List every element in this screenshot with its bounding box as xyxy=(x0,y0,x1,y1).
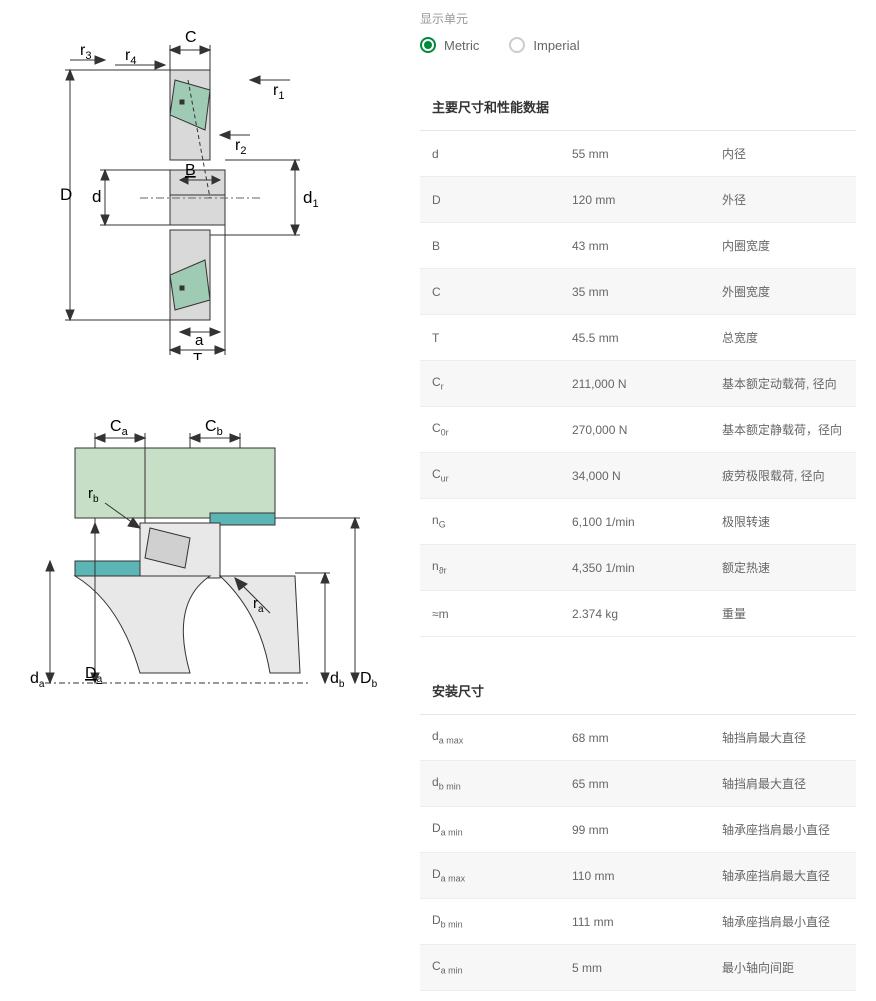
row-value: 120 mm xyxy=(572,193,722,207)
row-symbol: D xyxy=(432,193,572,207)
row-value: 2.374 kg xyxy=(572,607,722,621)
table-row: d55 mm内径 xyxy=(420,131,856,177)
section-main-dimensions: 主要尺寸和性能数据 d55 mm内径D120 mm外径B43 mm内圈宽度C35… xyxy=(420,83,856,637)
label-Cb: Cb xyxy=(205,418,223,438)
row-symbol: nG xyxy=(432,513,572,529)
table-row: Da max110 mm轴承座挡肩最大直径 xyxy=(420,853,856,899)
row-desc: 额定热速 xyxy=(722,559,844,576)
row-desc: 内圈宽度 xyxy=(722,237,844,254)
label-B: B xyxy=(185,162,196,179)
row-value: 65 mm xyxy=(572,777,722,791)
row-desc: 轴挡肩最大直径 xyxy=(722,775,844,792)
table-row: da max68 mm轴挡肩最大直径 xyxy=(420,715,856,761)
table-row: ≈m2.374 kg重量 xyxy=(420,591,856,637)
row-desc: 重量 xyxy=(722,605,844,622)
label-D: D xyxy=(60,185,72,204)
label-C: C xyxy=(185,29,197,46)
table-row: D120 mm外径 xyxy=(420,177,856,223)
row-desc: 基本额定静载荷，径向 xyxy=(722,421,844,438)
label-a: a xyxy=(195,332,204,349)
row-value: 45.5 mm xyxy=(572,331,722,345)
row-value: 110 mm xyxy=(572,869,722,883)
radio-metric[interactable]: Metric xyxy=(420,37,479,53)
table-row: nϑr4,350 1/min额定热速 xyxy=(420,545,856,591)
row-value: 6,100 1/min xyxy=(572,515,722,529)
diagram-cross-section: r3 r4 C r1 r2 D d B d1 a T xyxy=(10,20,390,363)
row-value: 5 mm xyxy=(572,961,722,975)
radio-selected-icon xyxy=(420,37,436,53)
row-value: 34,000 N xyxy=(572,469,722,483)
row-value: 68 mm xyxy=(572,731,722,745)
row-symbol: nϑr xyxy=(432,559,572,575)
row-desc: 内径 xyxy=(722,145,844,162)
diagram-mounting: Ca Cb rb ra da Da db Db xyxy=(10,403,390,726)
unit-radio-group: Metric Imperial xyxy=(420,37,856,53)
label-r4: r4 xyxy=(125,47,136,67)
row-symbol: B xyxy=(432,239,572,253)
row-symbol: Ca min xyxy=(432,959,572,975)
section-mounting-dimensions: 安装尺寸 da max68 mm轴挡肩最大直径db min65 mm轴挡肩最大直… xyxy=(420,667,856,991)
row-desc: 轴挡肩最大直径 xyxy=(722,729,844,746)
table-row: C35 mm外圈宽度 xyxy=(420,269,856,315)
row-symbol: C0r xyxy=(432,421,572,437)
label-r3: r3 xyxy=(80,42,91,62)
row-symbol: C xyxy=(432,285,572,299)
row-value: 4,350 1/min xyxy=(572,561,722,575)
unit-label: 显示单元 xyxy=(420,10,856,27)
table-row: Db min111 mm轴承座挡肩最小直径 xyxy=(420,899,856,945)
radio-imperial[interactable]: Imperial xyxy=(509,37,579,53)
row-value: 270,000 N xyxy=(572,423,722,437)
row-desc: 总宽度 xyxy=(722,329,844,346)
row-symbol: d xyxy=(432,147,572,161)
row-desc: 最小轴向间距 xyxy=(722,959,844,976)
table-row: Cur34,000 N疲劳极限载荷, 径向 xyxy=(420,453,856,499)
table-row: db min65 mm轴挡肩最大直径 xyxy=(420,761,856,807)
table-row: C0r270,000 N基本额定静载荷，径向 xyxy=(420,407,856,453)
label-r2: r2 xyxy=(235,137,246,157)
radio-imperial-label: Imperial xyxy=(533,38,579,53)
row-symbol: Da max xyxy=(432,867,572,883)
label-da: da xyxy=(30,670,45,690)
row-symbol: Cur xyxy=(432,467,572,483)
row-desc: 轴承座挡肩最大直径 xyxy=(722,867,844,884)
row-desc: 外圈宽度 xyxy=(722,283,844,300)
label-Da: Da xyxy=(85,665,103,685)
label-T: T xyxy=(193,350,202,360)
row-value: 55 mm xyxy=(572,147,722,161)
section-mount-title: 安装尺寸 xyxy=(420,667,856,715)
table-row: nG6,100 1/min极限转速 xyxy=(420,499,856,545)
table-row: Ca min5 mm最小轴向间距 xyxy=(420,945,856,991)
row-desc: 轴承座挡肩最小直径 xyxy=(722,821,844,838)
section-main-title: 主要尺寸和性能数据 xyxy=(420,83,856,131)
label-Ca: Ca xyxy=(110,418,129,438)
table-row: T45.5 mm总宽度 xyxy=(420,315,856,361)
row-symbol: db min xyxy=(432,775,572,791)
row-symbol: ≈m xyxy=(432,607,572,621)
radio-unselected-icon xyxy=(509,37,525,53)
label-Db: Db xyxy=(360,670,378,690)
row-value: 43 mm xyxy=(572,239,722,253)
row-value: 111 mm xyxy=(572,915,722,929)
table-row: B43 mm内圈宽度 xyxy=(420,223,856,269)
row-symbol: Cr xyxy=(432,375,572,391)
label-r1: r1 xyxy=(273,82,284,102)
row-value: 99 mm xyxy=(572,823,722,837)
row-symbol: da max xyxy=(432,729,572,745)
row-desc: 外径 xyxy=(722,191,844,208)
table-row: Cr211,000 N基本额定动载荷, 径向 xyxy=(420,361,856,407)
label-db: db xyxy=(330,670,345,690)
table-row: Da min99 mm轴承座挡肩最小直径 xyxy=(420,807,856,853)
row-value: 211,000 N xyxy=(572,377,722,391)
row-desc: 极限转速 xyxy=(722,513,844,530)
row-desc: 疲劳极限载荷, 径向 xyxy=(722,467,844,484)
radio-metric-label: Metric xyxy=(444,38,479,53)
row-desc: 基本额定动载荷, 径向 xyxy=(722,375,844,392)
row-symbol: T xyxy=(432,331,572,345)
label-d1: d1 xyxy=(303,188,319,210)
row-value: 35 mm xyxy=(572,285,722,299)
row-symbol: Da min xyxy=(432,821,572,837)
label-d: d xyxy=(92,187,101,206)
